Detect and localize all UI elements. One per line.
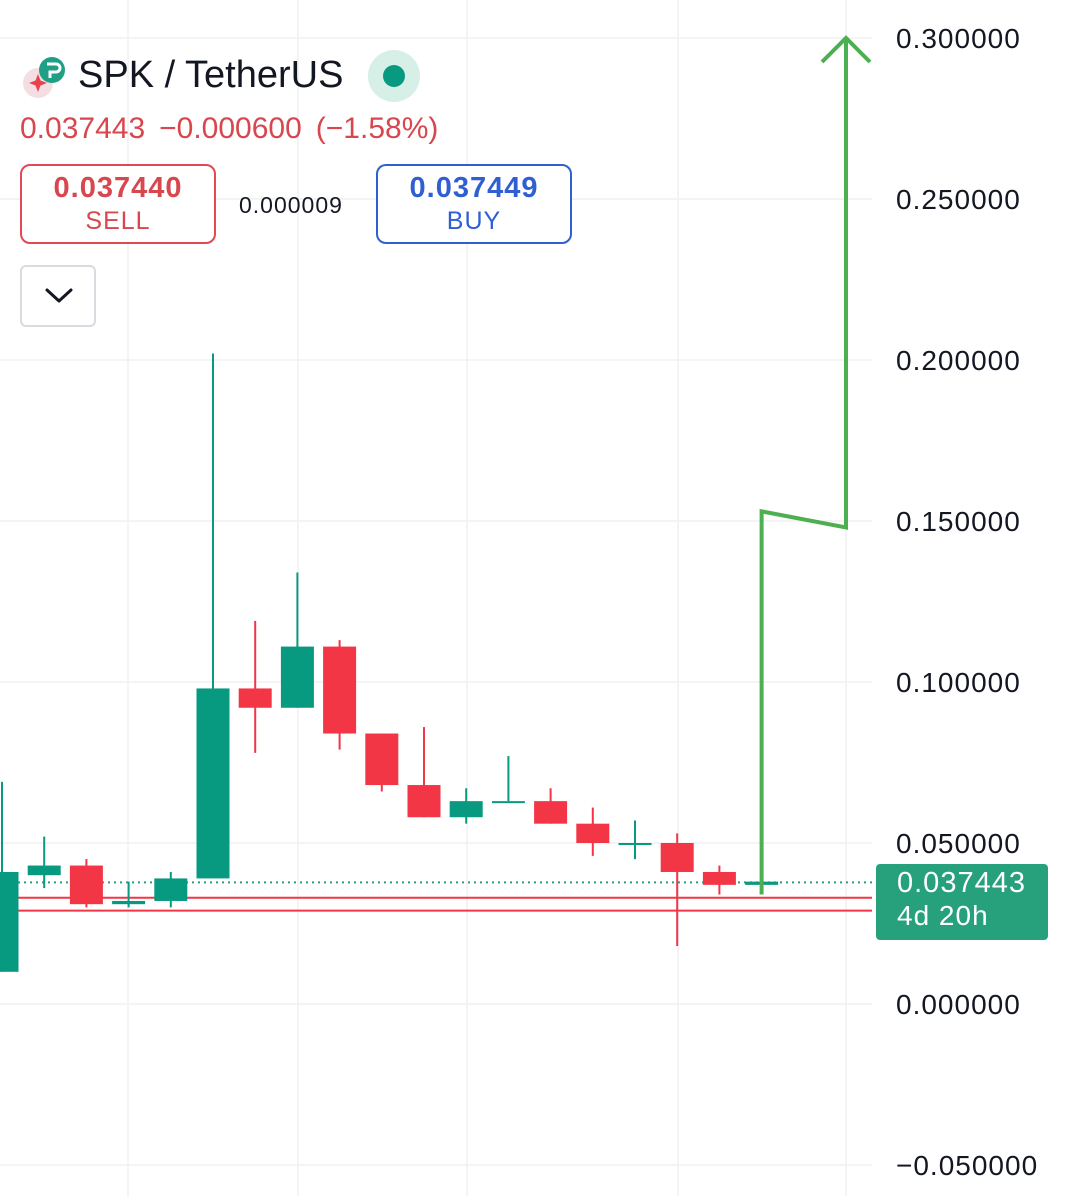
y-tick-label: 0.200000 (896, 345, 1021, 376)
market-open-dot-icon (383, 65, 405, 87)
candle-body (660, 843, 694, 872)
candle (491, 756, 525, 804)
candle-body (534, 801, 568, 824)
candle (0, 781, 19, 972)
y-tick-label: 0.000000 (896, 989, 1021, 1020)
price-axis[interactable]: 0.300000 0.250000 0.200000 0.150000 0.100000… (896, 23, 1038, 1181)
arrow-drawing[interactable] (759, 35, 872, 895)
candle (365, 733, 399, 792)
y-tick-label: 0.250000 (896, 184, 1021, 215)
buy-price: 0.037449 (409, 172, 539, 204)
candle-body (365, 733, 399, 786)
candle (196, 353, 230, 879)
price-change-percent: (−1.58%) (315, 112, 439, 145)
y-tick-label: 0.300000 (896, 23, 1021, 54)
candle (238, 620, 272, 753)
candle-body (69, 865, 103, 905)
candle (280, 572, 314, 708)
y-tick-label: 0.100000 (896, 667, 1021, 698)
chevron-down-icon (45, 288, 73, 303)
candle (618, 820, 652, 860)
market-status-indicator[interactable] (368, 50, 420, 102)
candle-body (407, 785, 441, 818)
bar-countdown: 4d 20h (897, 900, 989, 931)
candle-body (576, 823, 610, 843)
y-tick-label: 0.150000 (896, 506, 1021, 537)
candle (112, 881, 146, 908)
candle-body (323, 646, 357, 734)
candle (323, 640, 357, 750)
symbol-title[interactable]: SPK / TetherUS (78, 54, 344, 96)
candle (534, 788, 568, 824)
tag-price: 0.037443 (897, 867, 1026, 899)
candle (407, 727, 441, 818)
candle-body (618, 843, 652, 845)
candle-body (702, 871, 736, 885)
buy-button[interactable]: 0.037449 BUY (376, 164, 572, 244)
candle (154, 871, 188, 908)
last-price-tag: 0.037443 4d 20h (876, 864, 1048, 940)
candle-body (154, 878, 188, 901)
candle-body (112, 900, 146, 905)
candle (69, 859, 103, 908)
last-price: 0.037443 (20, 112, 146, 145)
price-change-row: 0.037443 −0.000600 (−1.58%) (20, 112, 452, 146)
buy-label: BUY (446, 207, 502, 235)
sell-button[interactable]: 0.037440 SELL (20, 164, 216, 244)
candle-body (196, 688, 230, 879)
symbol-row: SPK / TetherUS (20, 50, 440, 106)
candle (27, 836, 61, 889)
sell-price: 0.037440 (53, 172, 183, 204)
candle-body (27, 865, 61, 876)
candle-body (449, 801, 483, 818)
sell-label: SELL (85, 207, 151, 235)
price-change: −0.000600 (159, 112, 302, 145)
candle-body (280, 646, 314, 708)
spread-value: 0.000009 (239, 192, 343, 218)
candle (449, 788, 483, 824)
y-tick-label: 0.050000 (896, 828, 1021, 859)
candle (702, 865, 736, 895)
spark-logo-icon (23, 57, 65, 98)
horizontal-lines[interactable] (0, 896, 872, 912)
candle-body (0, 871, 19, 972)
candle (660, 833, 694, 947)
candle-body (238, 688, 272, 708)
candle-body (491, 801, 525, 804)
candles (0, 353, 779, 972)
collapse-legend-button[interactable] (20, 265, 96, 327)
y-tick-label: −0.050000 (896, 1150, 1038, 1181)
candle (576, 807, 610, 856)
